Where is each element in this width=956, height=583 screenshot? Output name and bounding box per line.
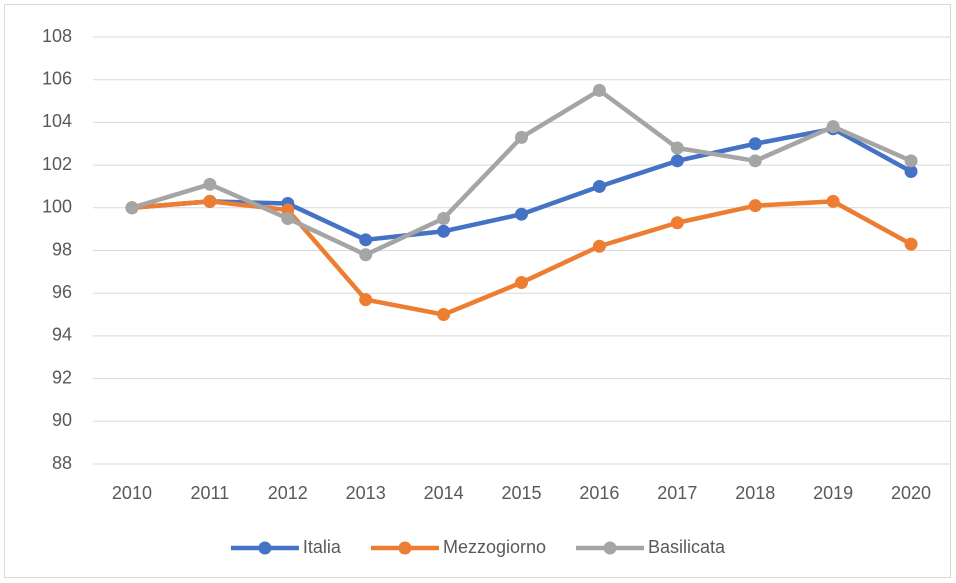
data-point <box>515 207 528 221</box>
data-point <box>592 83 606 97</box>
data-point <box>904 237 918 251</box>
data-point <box>359 293 373 307</box>
data-point <box>359 248 373 262</box>
data-point <box>437 308 451 322</box>
y-tick-label: 104 <box>42 111 72 131</box>
x-tick-label: 2015 <box>501 483 541 503</box>
x-tick-label: 2013 <box>346 483 386 503</box>
legend-marker <box>603 541 617 555</box>
data-point <box>203 177 217 191</box>
data-point <box>281 211 295 225</box>
data-point <box>203 194 217 208</box>
data-point <box>515 130 528 144</box>
data-point <box>359 233 373 247</box>
x-tick-label: 2018 <box>735 483 775 503</box>
legend-marker <box>398 541 412 555</box>
y-tick-label: 98 <box>52 239 72 259</box>
data-point <box>125 201 139 215</box>
x-tick-label: 2020 <box>891 483 931 503</box>
data-point <box>904 154 918 168</box>
data-point <box>748 137 762 151</box>
x-tick-label: 2017 <box>657 483 697 503</box>
data-point <box>904 165 918 179</box>
legend-label: Italia <box>303 537 342 557</box>
data-point <box>592 239 606 253</box>
x-tick-label: 2012 <box>268 483 308 503</box>
data-point <box>670 216 684 230</box>
x-tick-label: 2011 <box>191 483 230 503</box>
data-point <box>437 224 451 238</box>
data-point <box>748 154 762 168</box>
y-tick-label: 88 <box>52 453 72 473</box>
x-tick-label: 2014 <box>424 483 464 503</box>
data-point <box>826 120 840 134</box>
x-tick-label: 2019 <box>813 483 853 503</box>
y-tick-label: 96 <box>52 282 72 302</box>
y-tick-label: 92 <box>52 367 72 387</box>
chart-border <box>4 4 951 578</box>
data-point <box>437 211 451 225</box>
data-point <box>515 276 528 290</box>
data-point <box>670 154 684 168</box>
data-point <box>592 179 606 193</box>
data-point <box>670 141 684 155</box>
data-point <box>748 199 762 213</box>
y-tick-label: 100 <box>42 197 72 217</box>
y-tick-label: 94 <box>52 325 72 345</box>
y-tick-label: 108 <box>42 26 72 46</box>
x-tick-label: 2016 <box>579 483 619 503</box>
legend-label: Basilicata <box>648 537 726 557</box>
x-tick-label: 2010 <box>112 483 152 503</box>
y-tick-label: 102 <box>42 154 72 174</box>
y-tick-label: 90 <box>52 410 72 430</box>
legend-label: Mezzogiorno <box>443 537 546 557</box>
data-point <box>826 194 840 208</box>
y-tick-label: 106 <box>42 68 72 88</box>
legend-marker <box>258 541 272 555</box>
